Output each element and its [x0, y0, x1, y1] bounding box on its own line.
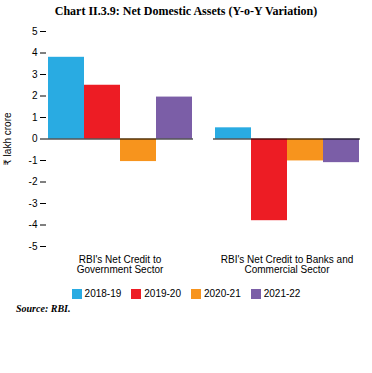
svg-text:RBI's Net Credit to Banks andC: RBI's Net Credit to Banks andCommercial … [221, 254, 354, 275]
svg-text:1: 1 [32, 112, 38, 123]
svg-text:-1: -1 [29, 155, 38, 166]
html-text:Source: RBI.: Source: RBI. [16, 303, 71, 314]
svg-text:3: 3 [32, 69, 38, 80]
html-text:Chart II.3.9: Net Domestic Ass: Chart II.3.9: Net Domestic Assets (Y-o-Y… [54, 4, 318, 18]
svg-text:₹ lakh crore: ₹ lakh crore [2, 112, 13, 165]
svg-text:0: 0 [32, 133, 38, 144]
svg-text:5: 5 [32, 26, 38, 37]
svg-text:-5: -5 [29, 241, 38, 252]
html-text:2021-22: 2021-22 [263, 288, 301, 299]
svg-text:-4: -4 [29, 219, 38, 230]
html-text:2019-20: 2019-20 [144, 288, 181, 299]
html-text:2020-21: 2020-21 [204, 288, 241, 299]
svg-text:-2: -2 [29, 176, 38, 187]
svg-text:2: 2 [32, 90, 38, 101]
svg-text:4: 4 [32, 47, 38, 58]
svg-text:-3: -3 [29, 198, 38, 209]
html-text:2018-19: 2018-19 [84, 288, 122, 299]
svg-text:RBI's Net Credit toGovernment: RBI's Net Credit toGovernment Sector [77, 254, 164, 275]
